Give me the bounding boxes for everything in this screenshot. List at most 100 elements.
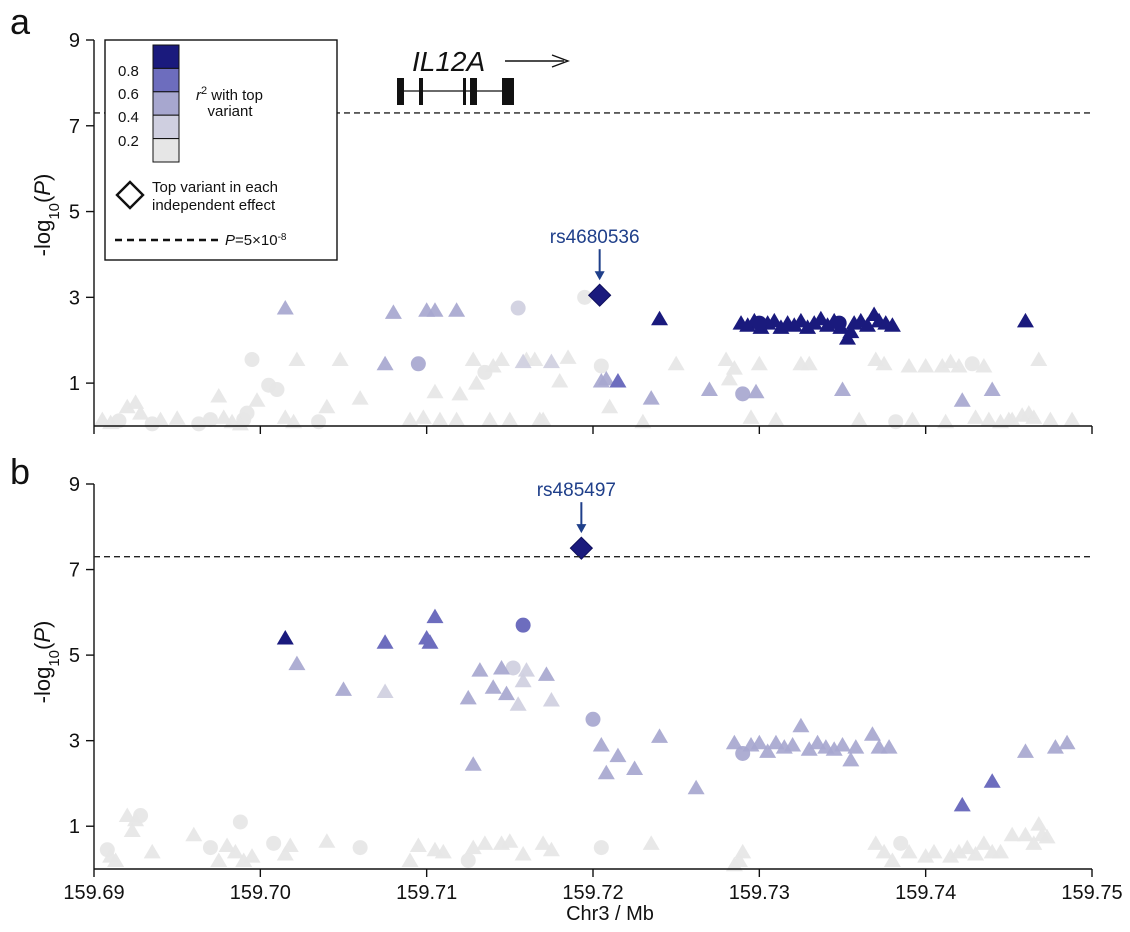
variant-point-triangle [937, 413, 955, 429]
variant-point-triangle [942, 353, 960, 369]
variant-point-triangle [609, 747, 627, 763]
x-axis-label: Chr3 / Mb [566, 903, 654, 925]
panel-a-plot: rs4680536 1 3 5 7 9 [69, 30, 1093, 434]
r2-swatch [152, 138, 180, 163]
variant-point-triangle [651, 728, 669, 743]
variant-point-triangle [318, 398, 336, 414]
variant-point-triangle [953, 392, 971, 407]
gene-exon-4 [470, 78, 477, 105]
variant-point-triangle [1041, 411, 1059, 427]
variant-point-triangle [537, 666, 555, 681]
variant-point-triangle [493, 659, 511, 675]
gene-exon-1 [397, 78, 404, 105]
top-variant-diamond [587, 283, 612, 307]
variant-point-circle [232, 814, 248, 830]
variant-point-circle [888, 414, 904, 430]
variant-point-triangle [626, 760, 644, 775]
top-variant-label: rs4680536 [550, 227, 640, 248]
panel-a-axes: 1 3 5 7 9 [69, 30, 1093, 434]
variant-point-circle [133, 808, 149, 824]
variant-point-triangle [597, 764, 615, 780]
variant-point-circle [585, 711, 601, 727]
variant-point-triangle [448, 411, 466, 427]
variant-point-triangle [592, 736, 610, 752]
variant-point-triangle [107, 852, 125, 867]
variant-point-triangle [700, 381, 718, 397]
variant-point-triangle [975, 835, 993, 850]
variant-point-triangle [476, 835, 494, 850]
variant-point-triangle [331, 351, 349, 367]
variant-point-triangle [883, 852, 901, 867]
variant-point-circle [244, 352, 260, 368]
variant-point-triangle [880, 739, 898, 754]
variant-point-circle [266, 835, 282, 851]
variant-point-triangle [917, 357, 935, 373]
variant-point-triangle [285, 413, 303, 429]
variant-point-triangle [426, 383, 444, 399]
x-tick-label: 159.72 [562, 882, 623, 904]
panel-b-y-axis-label: -log10(P) [30, 621, 63, 704]
y-tick-label: 1 [69, 816, 80, 838]
variant-point-circle [239, 405, 255, 421]
y-tick-label: 7 [69, 116, 80, 138]
variant-point-triangle [858, 317, 876, 332]
variant-point-triangle [1016, 826, 1034, 842]
variant-point-triangle [468, 375, 486, 390]
variant-point-triangle [792, 717, 810, 733]
variant-point-triangle [248, 392, 266, 407]
variant-point-triangle [481, 411, 499, 427]
variant-point-triangle [448, 302, 466, 317]
panel-b-axes: 1 3 5 7 9 159.69 159.70 159.71 159.72 159.73 159.7… [63, 474, 1122, 904]
x-tick-label: 159.73 [729, 882, 790, 904]
variant-point-triangle [809, 734, 827, 750]
variant-point-triangle [917, 848, 935, 863]
variant-point-triangle [747, 383, 765, 399]
variant-point-triangle [925, 843, 943, 859]
variant-point-triangle [464, 839, 482, 855]
y-tick-label: 5 [69, 645, 80, 667]
legend-diamond-label-line2: independent effect [152, 197, 276, 214]
variant-point-triangle [185, 826, 203, 842]
y-tick-label: 3 [69, 287, 80, 309]
variant-point-triangle [867, 351, 885, 367]
variant-point-triangle [226, 843, 244, 859]
variant-point-triangle [484, 357, 502, 373]
variant-point-triangle [1046, 739, 1064, 754]
gene-exon-2 [419, 78, 423, 105]
variant-point-triangle [847, 739, 865, 754]
r2-tick-0.8: 0.8 [118, 63, 139, 80]
variant-point-triangle [276, 846, 294, 861]
top-variant-label: rs485497 [537, 480, 616, 501]
variant-point-triangle [903, 411, 921, 427]
gene-name-label: IL12A [412, 46, 485, 77]
variant-point-triangle [168, 410, 186, 425]
panel-a-y-axis-label: -log10(P) [30, 174, 63, 257]
r2-legend-title-line2: variant [207, 103, 253, 120]
variant-point-triangle [942, 848, 960, 863]
variant-point-triangle [464, 351, 482, 367]
variant-point-triangle [834, 736, 851, 752]
panel-letter-b: b [10, 451, 30, 492]
variant-point-triangle [431, 411, 449, 427]
r2-swatch [152, 67, 180, 93]
y-tick-label: 3 [69, 731, 80, 753]
variant-point-triangle [730, 852, 748, 867]
variant-point-triangle [451, 385, 469, 401]
variant-point-triangle [900, 843, 918, 859]
y-tick-label: 5 [69, 202, 80, 224]
y-tick-label: 9 [69, 30, 80, 52]
variant-point-circle [751, 315, 767, 331]
variant-point-triangle [734, 843, 752, 859]
variant-point-circle [460, 852, 476, 868]
x-tick-label: 159.75 [1061, 882, 1122, 904]
variant-point-circle [191, 416, 207, 432]
top-variant-diamond [569, 536, 594, 560]
variant-point-triangle [281, 837, 299, 852]
variant-point-triangle [992, 843, 1010, 859]
variant-point-triangle [484, 679, 502, 694]
panel-a-data-points: rs4680536 [93, 227, 1081, 432]
variant-point-triangle [243, 848, 261, 863]
variant-point-triangle [551, 372, 569, 388]
variant-point-circle [111, 413, 127, 429]
